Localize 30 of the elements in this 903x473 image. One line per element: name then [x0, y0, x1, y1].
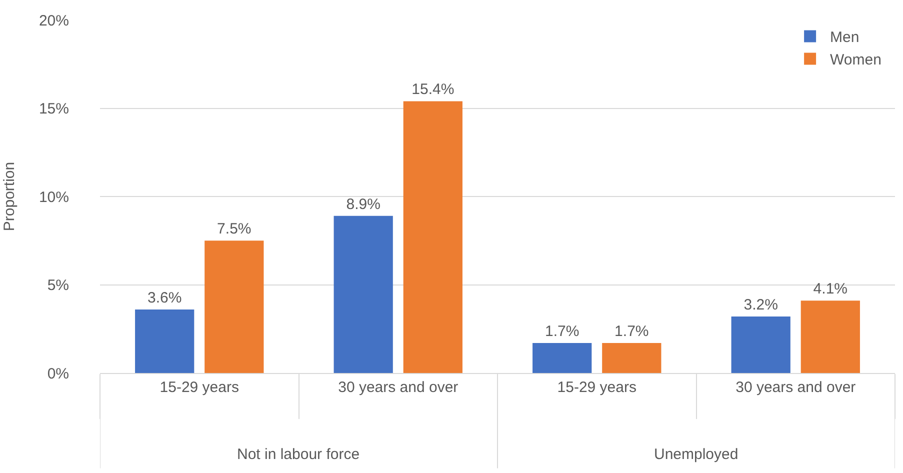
x-tick-label: 15-29 years	[557, 379, 636, 396]
y-tick-label: 20%	[38, 12, 69, 30]
legend-label: Women	[830, 52, 882, 69]
bar	[602, 343, 662, 373]
bar	[731, 316, 790, 373]
data-label: 3.6%	[147, 289, 182, 306]
legend-label: Men	[830, 29, 860, 46]
bar	[532, 343, 592, 373]
bar	[204, 240, 264, 373]
text: Not in labour force	[237, 446, 360, 463]
data-label: 15.4%	[412, 81, 454, 98]
text: Unemployed	[654, 446, 738, 463]
bar	[403, 101, 462, 373]
bar	[334, 216, 393, 373]
y-tick-label: 15%	[38, 100, 69, 118]
data-label: 8.9%	[346, 196, 380, 213]
y-axis-title: Proportion	[1, 162, 18, 232]
x-tick-label: 30 years and over	[338, 379, 458, 396]
data-label: 4.1%	[813, 280, 848, 298]
y-tick-label: 10%	[38, 188, 69, 206]
y-tick-label: 0%	[47, 365, 69, 382]
y-tick-label: 5%	[47, 277, 69, 294]
bar	[800, 300, 860, 373]
data-label: 1.7%	[614, 323, 649, 340]
data-label: 1.7%	[544, 323, 580, 340]
data-label: 3.2%	[744, 296, 778, 314]
x-tick-label: 15-29 years	[160, 379, 239, 396]
data-label: 7.5%	[217, 220, 252, 238]
bar	[135, 309, 194, 373]
x-tick-label: 30 years and over	[736, 379, 856, 396]
